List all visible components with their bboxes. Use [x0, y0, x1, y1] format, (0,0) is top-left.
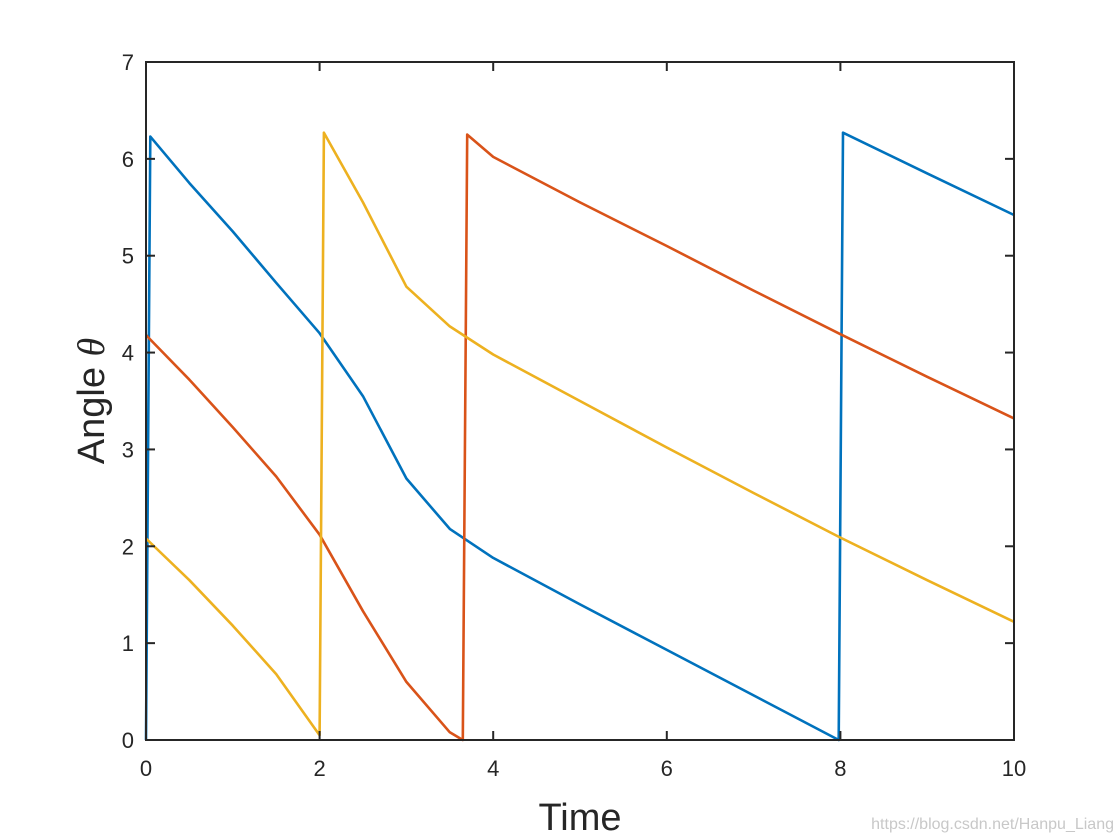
y-tick-label: 0 — [122, 728, 134, 753]
x-tick-label: 8 — [834, 756, 846, 781]
y-tick-label: 5 — [122, 244, 134, 269]
y-tick-label: 7 — [122, 50, 134, 75]
series-line-2 — [145, 133, 1015, 742]
ticks-layer: 0 2 4 6 8 10 0 1 2 3 4 5 6 7 — [122, 50, 1026, 781]
y-tick-label: 3 — [122, 437, 134, 462]
series-line-3 — [145, 131, 1015, 737]
y-tick-label: 6 — [122, 147, 134, 172]
watermark: https://blog.csdn.net/Hanpu_Liang — [871, 816, 1114, 833]
y-axis-title-text: Angle — [71, 356, 113, 464]
y-tick-label: 4 — [122, 341, 134, 366]
x-tick-label: 4 — [487, 756, 499, 781]
y-axis-title: Angle θ — [71, 338, 113, 464]
y-tick-label: 1 — [122, 631, 134, 656]
y-tick-label: 2 — [122, 534, 134, 559]
axes-frame — [145, 61, 1015, 741]
x-tick-label: 0 — [140, 756, 152, 781]
x-tick-label: 10 — [1002, 756, 1026, 781]
y-axis-title-symbol: θ — [71, 338, 113, 357]
x-tick-label: 2 — [313, 756, 325, 781]
x-axis-title: Time — [538, 797, 621, 839]
x-tick-label: 6 — [661, 756, 673, 781]
series-line-1 — [144, 131, 1015, 742]
series-layer — [144, 131, 1015, 742]
